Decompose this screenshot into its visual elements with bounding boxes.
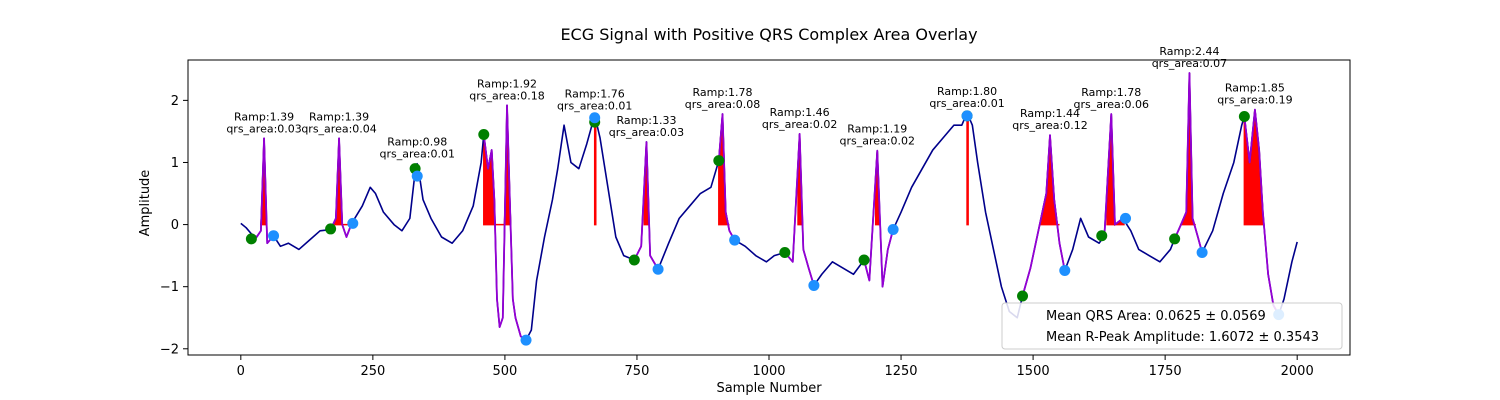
qrs-onset-marker-3	[478, 129, 490, 141]
r-amp-annotation-10: Ramp:1.44	[1020, 107, 1080, 120]
qrs-area-annotation-13: qrs_area:0.19	[1217, 94, 1292, 107]
qrs-offset-marker-9	[961, 110, 973, 122]
qrs-offset-marker-12	[1196, 247, 1208, 259]
r-amp-annotation-0: Ramp:1.39	[234, 110, 294, 123]
qrs-segment-5	[633, 141, 659, 270]
qrs-onset-marker-10	[1017, 290, 1029, 302]
legend: Mean QRS Area: 0.0625 ± 0.0569 Mean R-Pea…	[1001, 302, 1343, 350]
x-tick-label-3: 750	[625, 364, 650, 379]
r-amp-annotation-6: Ramp:1.78	[692, 86, 752, 99]
qrs-area-annotation-9: qrs_area:0.01	[929, 97, 1004, 110]
qrs-onset-marker-11	[1096, 230, 1108, 242]
legend-entry-0: Mean QRS Area: 0.0625 ± 0.0569	[1046, 309, 1266, 324]
qrs-offset-marker-5	[652, 263, 664, 275]
y-tick-label-3: 1	[171, 156, 179, 171]
r-amp-annotation-5: Ramp:1.33	[616, 114, 676, 127]
qrs-offset-marker-7	[808, 279, 820, 291]
qrs-area-annotation-3: qrs_area:0.18	[469, 89, 544, 102]
qrs-area-annotation-4: qrs_area:0.01	[557, 99, 632, 112]
r-amp-annotation-8: Ramp:1.19	[847, 123, 907, 136]
qrs-segment-12	[1173, 72, 1203, 253]
r-amp-annotation-7: Ramp:1.46	[770, 106, 830, 119]
qrs-onset-marker-6	[713, 155, 725, 167]
y-tick-label-2: 0	[171, 218, 179, 233]
qrs-segment-6	[717, 113, 736, 241]
qrs-area-annotation-8: qrs_area:0.02	[840, 135, 915, 148]
qrs-offset-marker-11	[1120, 212, 1132, 224]
qrs-onset-marker-8	[858, 254, 870, 266]
r-amp-annotation-13: Ramp:1.85	[1225, 82, 1285, 95]
qrs-area-annotation-12: qrs_area:0.07	[1152, 57, 1227, 70]
qrs-offset-marker-6	[729, 234, 741, 246]
qrs-onset-marker-5	[628, 254, 640, 266]
x-tick-label-8: 2000	[1281, 364, 1314, 379]
qrs-onset-marker-13	[1238, 111, 1250, 123]
x-tick-label-6: 1500	[1017, 364, 1050, 379]
plot-area: Ramp:1.39qrs_area:0.03Ramp:1.39qrs_area:…	[160, 45, 1351, 379]
qrs-onset-marker-1	[325, 223, 337, 235]
qrs-area-annotation-2: qrs_area:0.01	[379, 148, 454, 161]
x-tick-label-1: 250	[360, 364, 385, 379]
legend-entry-1: Mean R-Peak Amplitude: 1.6072 ± 0.3543	[1046, 330, 1319, 345]
qrs-onset-marker-7	[779, 247, 791, 259]
qrs-offset-marker-8	[887, 224, 899, 236]
qrs-offset-marker-2	[411, 170, 423, 182]
x-tick-label-4: 1000	[752, 364, 785, 379]
qrs-segment-13	[1243, 108, 1280, 316]
qrs-segment-7	[784, 133, 815, 286]
qrs-area-annotation-10: qrs_area:0.12	[1012, 119, 1087, 132]
r-amp-annotation-1: Ramp:1.39	[309, 110, 369, 123]
qrs-area-annotation-1: qrs_area:0.04	[301, 122, 376, 135]
r-amp-annotation-12: Ramp:2.44	[1159, 45, 1219, 58]
x-tick-label-5: 1250	[884, 364, 917, 379]
y-tick-label-1: −1	[160, 280, 179, 295]
qrs-segment-0	[250, 137, 275, 245]
qrs-offset-marker-1	[347, 217, 359, 229]
x-tick-label-2: 500	[492, 364, 517, 379]
qrs-offset-marker-10	[1059, 265, 1071, 277]
r-amp-annotation-11: Ramp:1.78	[1081, 86, 1141, 99]
qrs-offset-marker-4	[589, 112, 601, 124]
r-amp-annotation-2: Ramp:0.98	[387, 136, 447, 149]
x-axis-label: Sample Number	[716, 381, 822, 396]
qrs-area-annotation-6: qrs_area:0.08	[685, 98, 760, 111]
qrs-segment-10	[1021, 134, 1066, 297]
r-amp-annotation-3: Ramp:1.92	[477, 77, 537, 90]
qrs-area-fill-9	[966, 112, 969, 226]
qrs-segment-8	[863, 149, 894, 288]
r-amp-annotation-9: Ramp:1.80	[937, 85, 997, 98]
legend-box	[1001, 302, 1343, 350]
qrs-area-fill-4	[593, 115, 597, 226]
qrs-area-annotation-7: qrs_area:0.02	[762, 118, 837, 131]
qrs-onset-marker-0	[245, 233, 257, 245]
chart-title: ECG Signal with Positive QRS Complex Are…	[560, 25, 977, 44]
y-tick-label-0: −2	[160, 342, 179, 357]
qrs-segment-3	[482, 104, 527, 341]
qrs-onset-marker-12	[1169, 233, 1181, 245]
qrs-area-annotation-0: qrs_area:0.03	[226, 122, 301, 135]
qrs-offset-marker-3	[520, 334, 532, 346]
x-tick-label-7: 1750	[1149, 364, 1182, 379]
qrs-offset-marker-0	[268, 230, 280, 242]
qrs-area-annotation-5: qrs_area:0.03	[609, 126, 684, 139]
qrs-area-annotation-11: qrs_area:0.06	[1074, 98, 1149, 111]
y-axis-label: Amplitude	[138, 170, 153, 237]
y-tick-label-4: 2	[171, 94, 179, 109]
x-tick-label-0: 0	[237, 364, 245, 379]
r-amp-annotation-4: Ramp:1.76	[565, 87, 625, 100]
